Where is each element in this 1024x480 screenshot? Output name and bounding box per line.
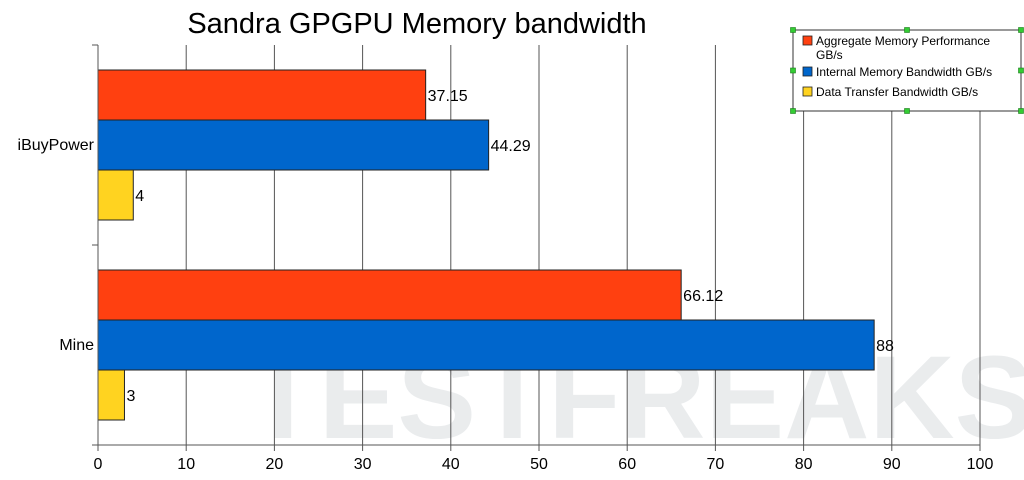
x-tick-label: 90	[883, 456, 901, 473]
x-tick-label: 60	[618, 456, 636, 473]
legend-label: Data Transfer Bandwidth GB/s	[816, 85, 978, 99]
selection-handle[interactable]	[1018, 108, 1024, 114]
selection-handle[interactable]	[904, 27, 910, 33]
legend-label: Internal Memory Bandwidth GB/s	[816, 65, 992, 79]
bar-mine-series-3	[97, 369, 125, 421]
data-label: 66.12	[683, 288, 723, 305]
legend-label: Aggregate Memory Performance GB/s	[816, 34, 990, 62]
x-tick-label: 0	[94, 456, 103, 473]
x-tick-label: 80	[795, 456, 813, 473]
x-tick-label: 20	[266, 456, 284, 473]
x-tick-label: 100	[967, 456, 994, 473]
bar-ibuypower-series-1	[97, 69, 427, 121]
data-label: 88	[876, 338, 894, 355]
selection-handle[interactable]	[904, 108, 910, 114]
x-tick-label: 70	[707, 456, 725, 473]
x-tick-label: 40	[442, 456, 460, 473]
category-label: Mine	[59, 337, 94, 354]
axes: 0 10 20 30 40 50 60 70 80 90 100 iBuyPower Mine	[18, 44, 994, 473]
selection-handle[interactable]	[790, 67, 796, 74]
x-tick-label: 10	[177, 456, 195, 473]
legend-swatch	[802, 35, 813, 46]
selection-handle[interactable]	[790, 27, 796, 33]
x-tick-label: 50	[530, 456, 548, 473]
category-label: iBuyPower	[18, 137, 95, 154]
x-tick-label: 30	[354, 456, 372, 473]
data-label: 3	[126, 388, 135, 405]
data-label: 44.29	[491, 138, 531, 155]
bar-mine-series-1	[97, 269, 682, 321]
bars	[97, 69, 875, 421]
data-labels: 37.15 44.29 4 66.12 88 3	[126, 88, 894, 405]
bar-ibuypower-series-3	[97, 169, 134, 221]
bar-ibuypower-series-2	[97, 119, 490, 171]
selection-handle[interactable]	[790, 108, 796, 114]
data-label: 4	[135, 188, 144, 205]
legend-swatch	[802, 66, 813, 77]
selection-handle[interactable]	[1018, 27, 1024, 33]
legend-swatch	[802, 86, 813, 97]
chart-title: Sandra GPGPU Memory bandwidth	[187, 8, 646, 40]
legend: Aggregate Memory Performance GB/s Internal…	[790, 27, 1024, 114]
bar-mine-series-2	[97, 319, 875, 371]
selection-handle[interactable]	[1018, 67, 1024, 74]
data-label: 37.15	[428, 88, 468, 105]
